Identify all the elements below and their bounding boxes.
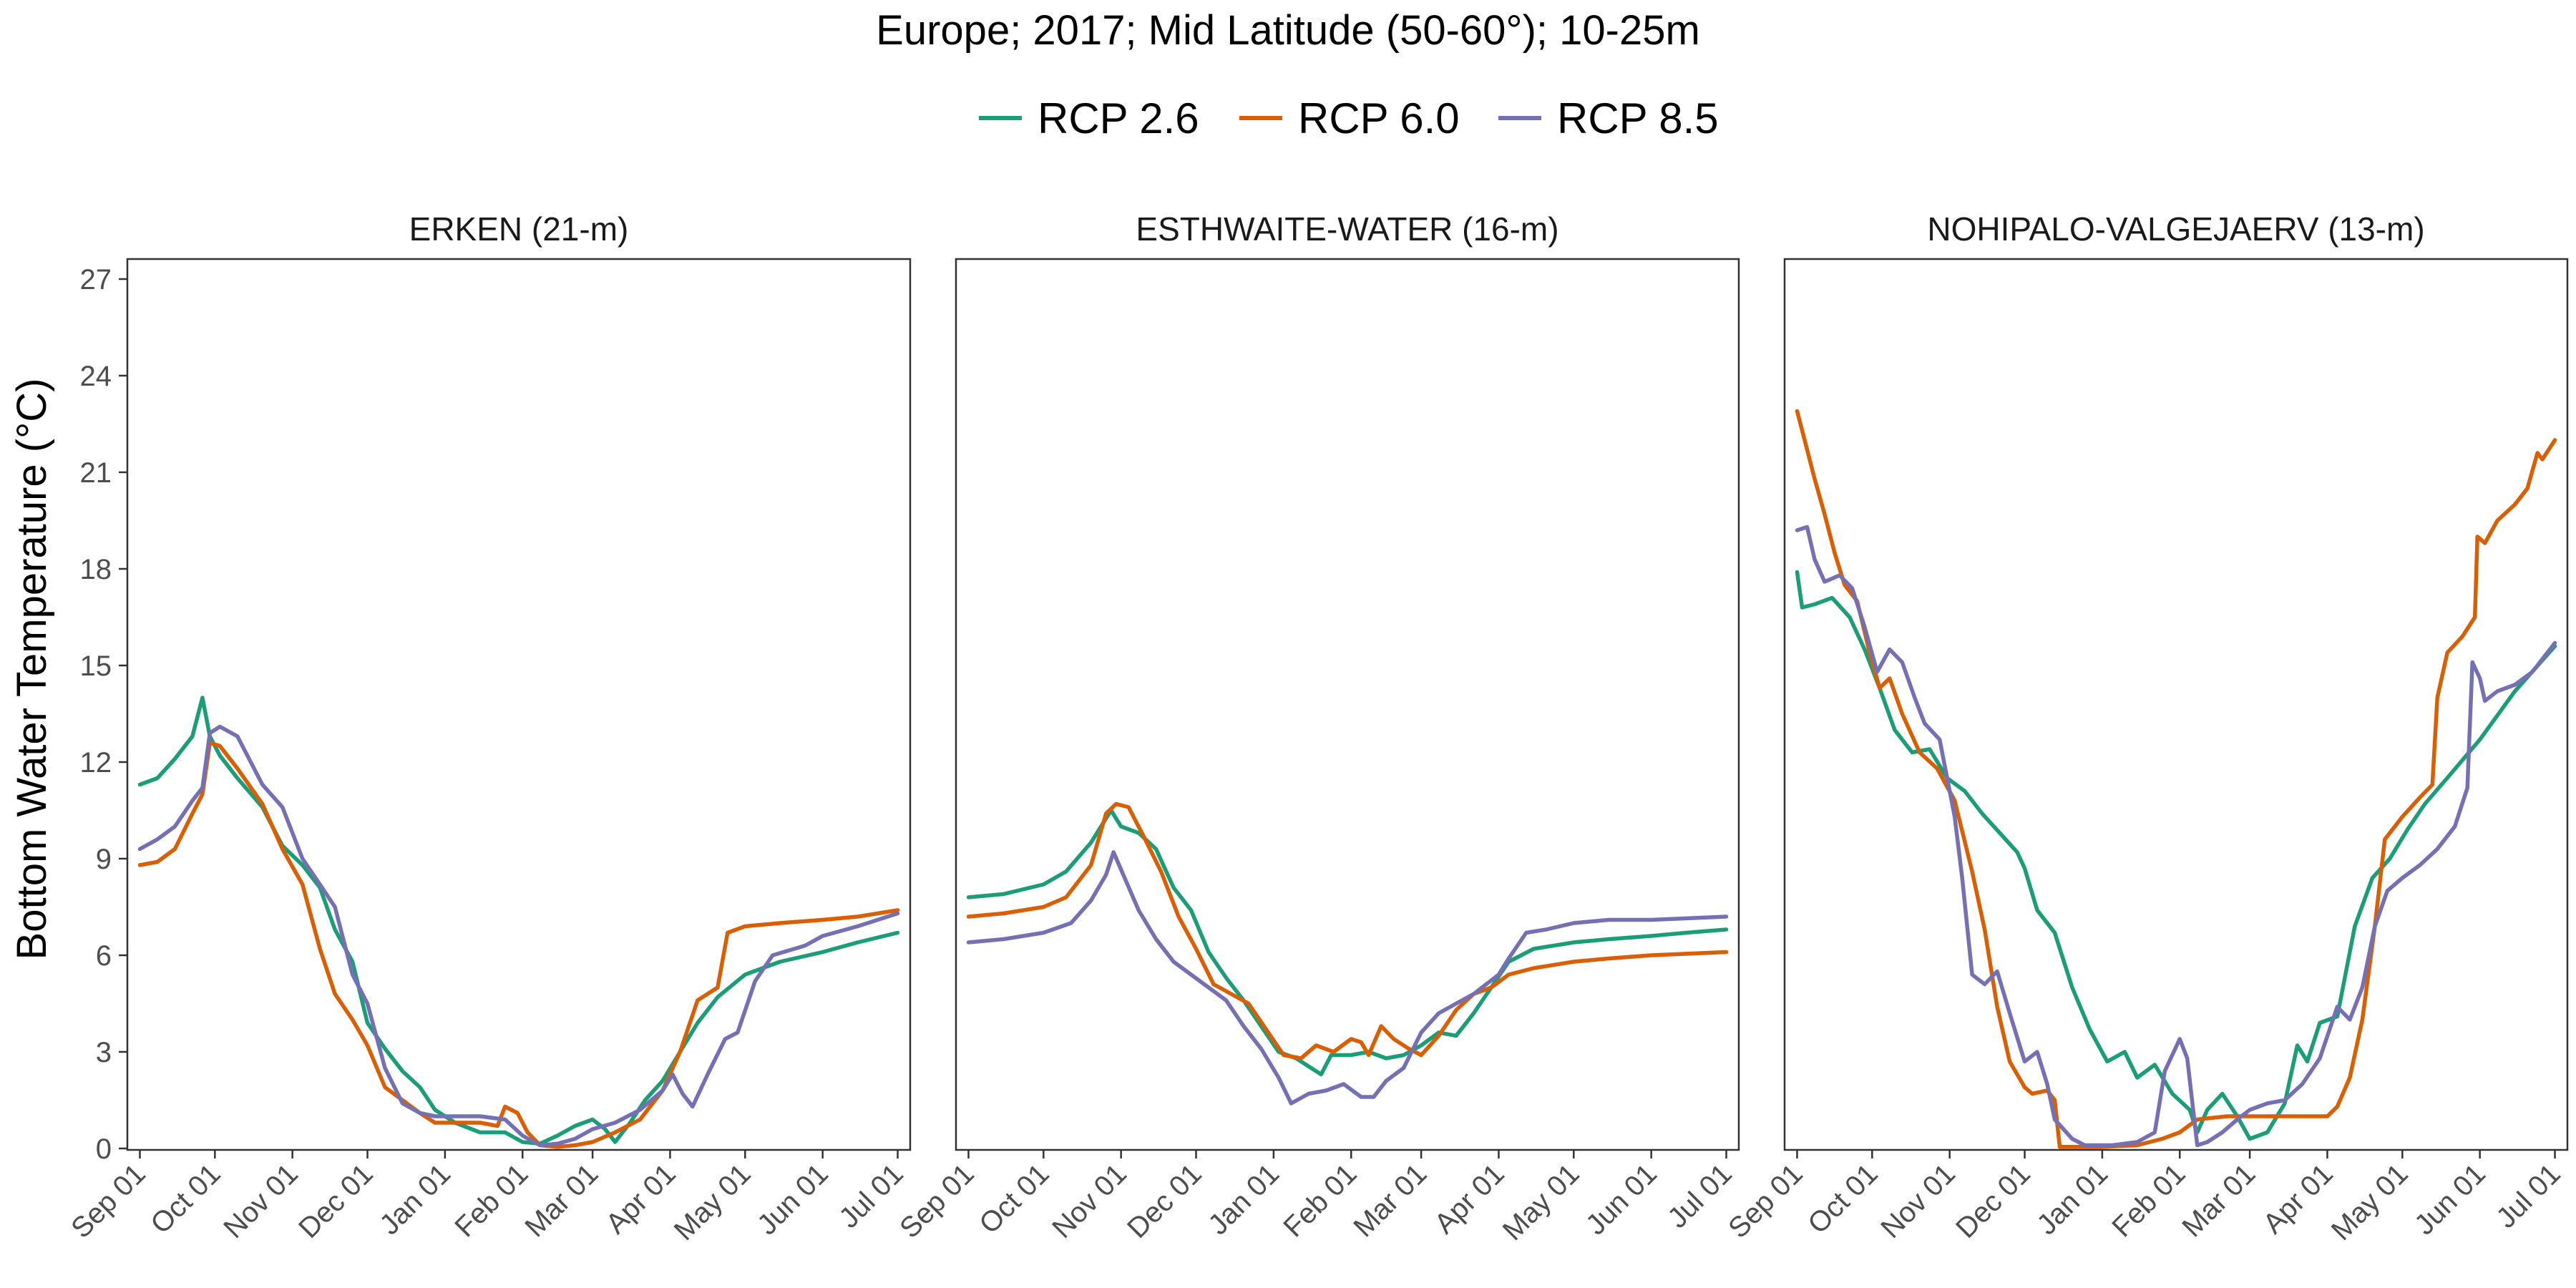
panel-title: ESTHWAITE-WATER (16-m) (1136, 210, 1558, 248)
series-line (1795, 409, 2557, 1149)
x-tick-label: Jan 01 (374, 1158, 457, 1241)
series-line (1795, 570, 2557, 1141)
x-tick-label: Nov 01 (218, 1158, 304, 1244)
x-tick-label: Feb 01 (449, 1158, 534, 1243)
chart-title: Europe; 2017; Mid Latitude (50-60°); 10-… (876, 7, 1700, 54)
y-tick-label: 9 (96, 844, 112, 875)
y-tick-label: 3 (96, 1037, 112, 1068)
x-tick-label: Oct 01 (1802, 1158, 1883, 1239)
x-tick-label: Jan 01 (1202, 1158, 1285, 1241)
legend: RCP 2.6 RCP 6.0 RCP 8.5 (979, 94, 1719, 142)
series-line (966, 808, 1729, 1077)
series-line (966, 801, 1729, 1060)
x-tick-label: Apr 01 (600, 1158, 681, 1239)
y-tick-label: 15 (80, 650, 112, 682)
legend-label: RCP 2.6 (1038, 94, 1199, 142)
panel-border (126, 258, 912, 1151)
x-tick-label: Dec 01 (1121, 1158, 1208, 1244)
legend-item: RCP 2.6 (979, 94, 1199, 142)
x-tick-label: Mar 01 (2176, 1158, 2261, 1243)
y-axis-label: Bottom Water Temperature (°C) (9, 379, 55, 960)
panel-border (955, 258, 1740, 1151)
y-tick-label: 0 (96, 1133, 112, 1165)
x-tick-label: Jun 01 (1580, 1158, 1663, 1241)
x-tick-label: Sep 01 (65, 1158, 152, 1244)
x-tick-label: Dec 01 (1950, 1158, 2036, 1244)
panel-title: NOHIPALO-VALGEJAERV (13-m) (1927, 210, 2424, 248)
y-tick-label: 12 (80, 747, 112, 779)
x-tick-label: Sep 01 (1722, 1158, 1809, 1244)
x-tick-label: Jan 01 (2031, 1158, 2114, 1241)
x-tick-label: Oct 01 (145, 1158, 226, 1239)
y-tick-label: 6 (96, 940, 112, 972)
y-tick-label: 21 (80, 457, 112, 489)
y-tick-label: 24 (80, 361, 112, 392)
x-tick-label: Dec 01 (293, 1158, 379, 1244)
x-tick-label: Feb 01 (2106, 1158, 2191, 1243)
x-tick-label: Apr 01 (2257, 1158, 2338, 1239)
legend-label: RCP 6.0 (1298, 94, 1460, 142)
x-tick-label: May 01 (2326, 1158, 2414, 1246)
x-tick-label: Jun 01 (751, 1158, 834, 1241)
panel-border (1783, 258, 2569, 1151)
x-tick-label: Apr 01 (1428, 1158, 1510, 1239)
x-tick-label: Mar 01 (519, 1158, 604, 1243)
x-tick-label: Nov 01 (1046, 1158, 1133, 1244)
panel-title: ERKEN (21-m) (409, 210, 629, 248)
series-line (137, 724, 900, 1148)
series-line (966, 850, 1729, 1106)
series-line (137, 696, 900, 1146)
legend-label: RCP 8.5 (1557, 94, 1719, 142)
x-tick-label: Mar 01 (1347, 1158, 1433, 1243)
series-line (137, 741, 900, 1149)
y-tick-label: 27 (80, 264, 112, 296)
legend-item: RCP 6.0 (1239, 94, 1460, 142)
x-tick-label: Jul 01 (2490, 1158, 2567, 1234)
series-line (1795, 525, 2557, 1148)
x-tick-label: Feb 01 (1277, 1158, 1362, 1243)
y-tick-label: 18 (80, 554, 112, 585)
x-tick-label: May 01 (1497, 1158, 1586, 1246)
x-tick-label: Sep 01 (894, 1158, 980, 1244)
x-tick-label: Oct 01 (973, 1158, 1055, 1239)
x-tick-label: Nov 01 (1875, 1158, 1961, 1244)
x-tick-label: Jun 01 (2409, 1158, 2492, 1241)
x-tick-label: May 01 (668, 1158, 757, 1246)
legend-item: RCP 8.5 (1498, 94, 1719, 142)
